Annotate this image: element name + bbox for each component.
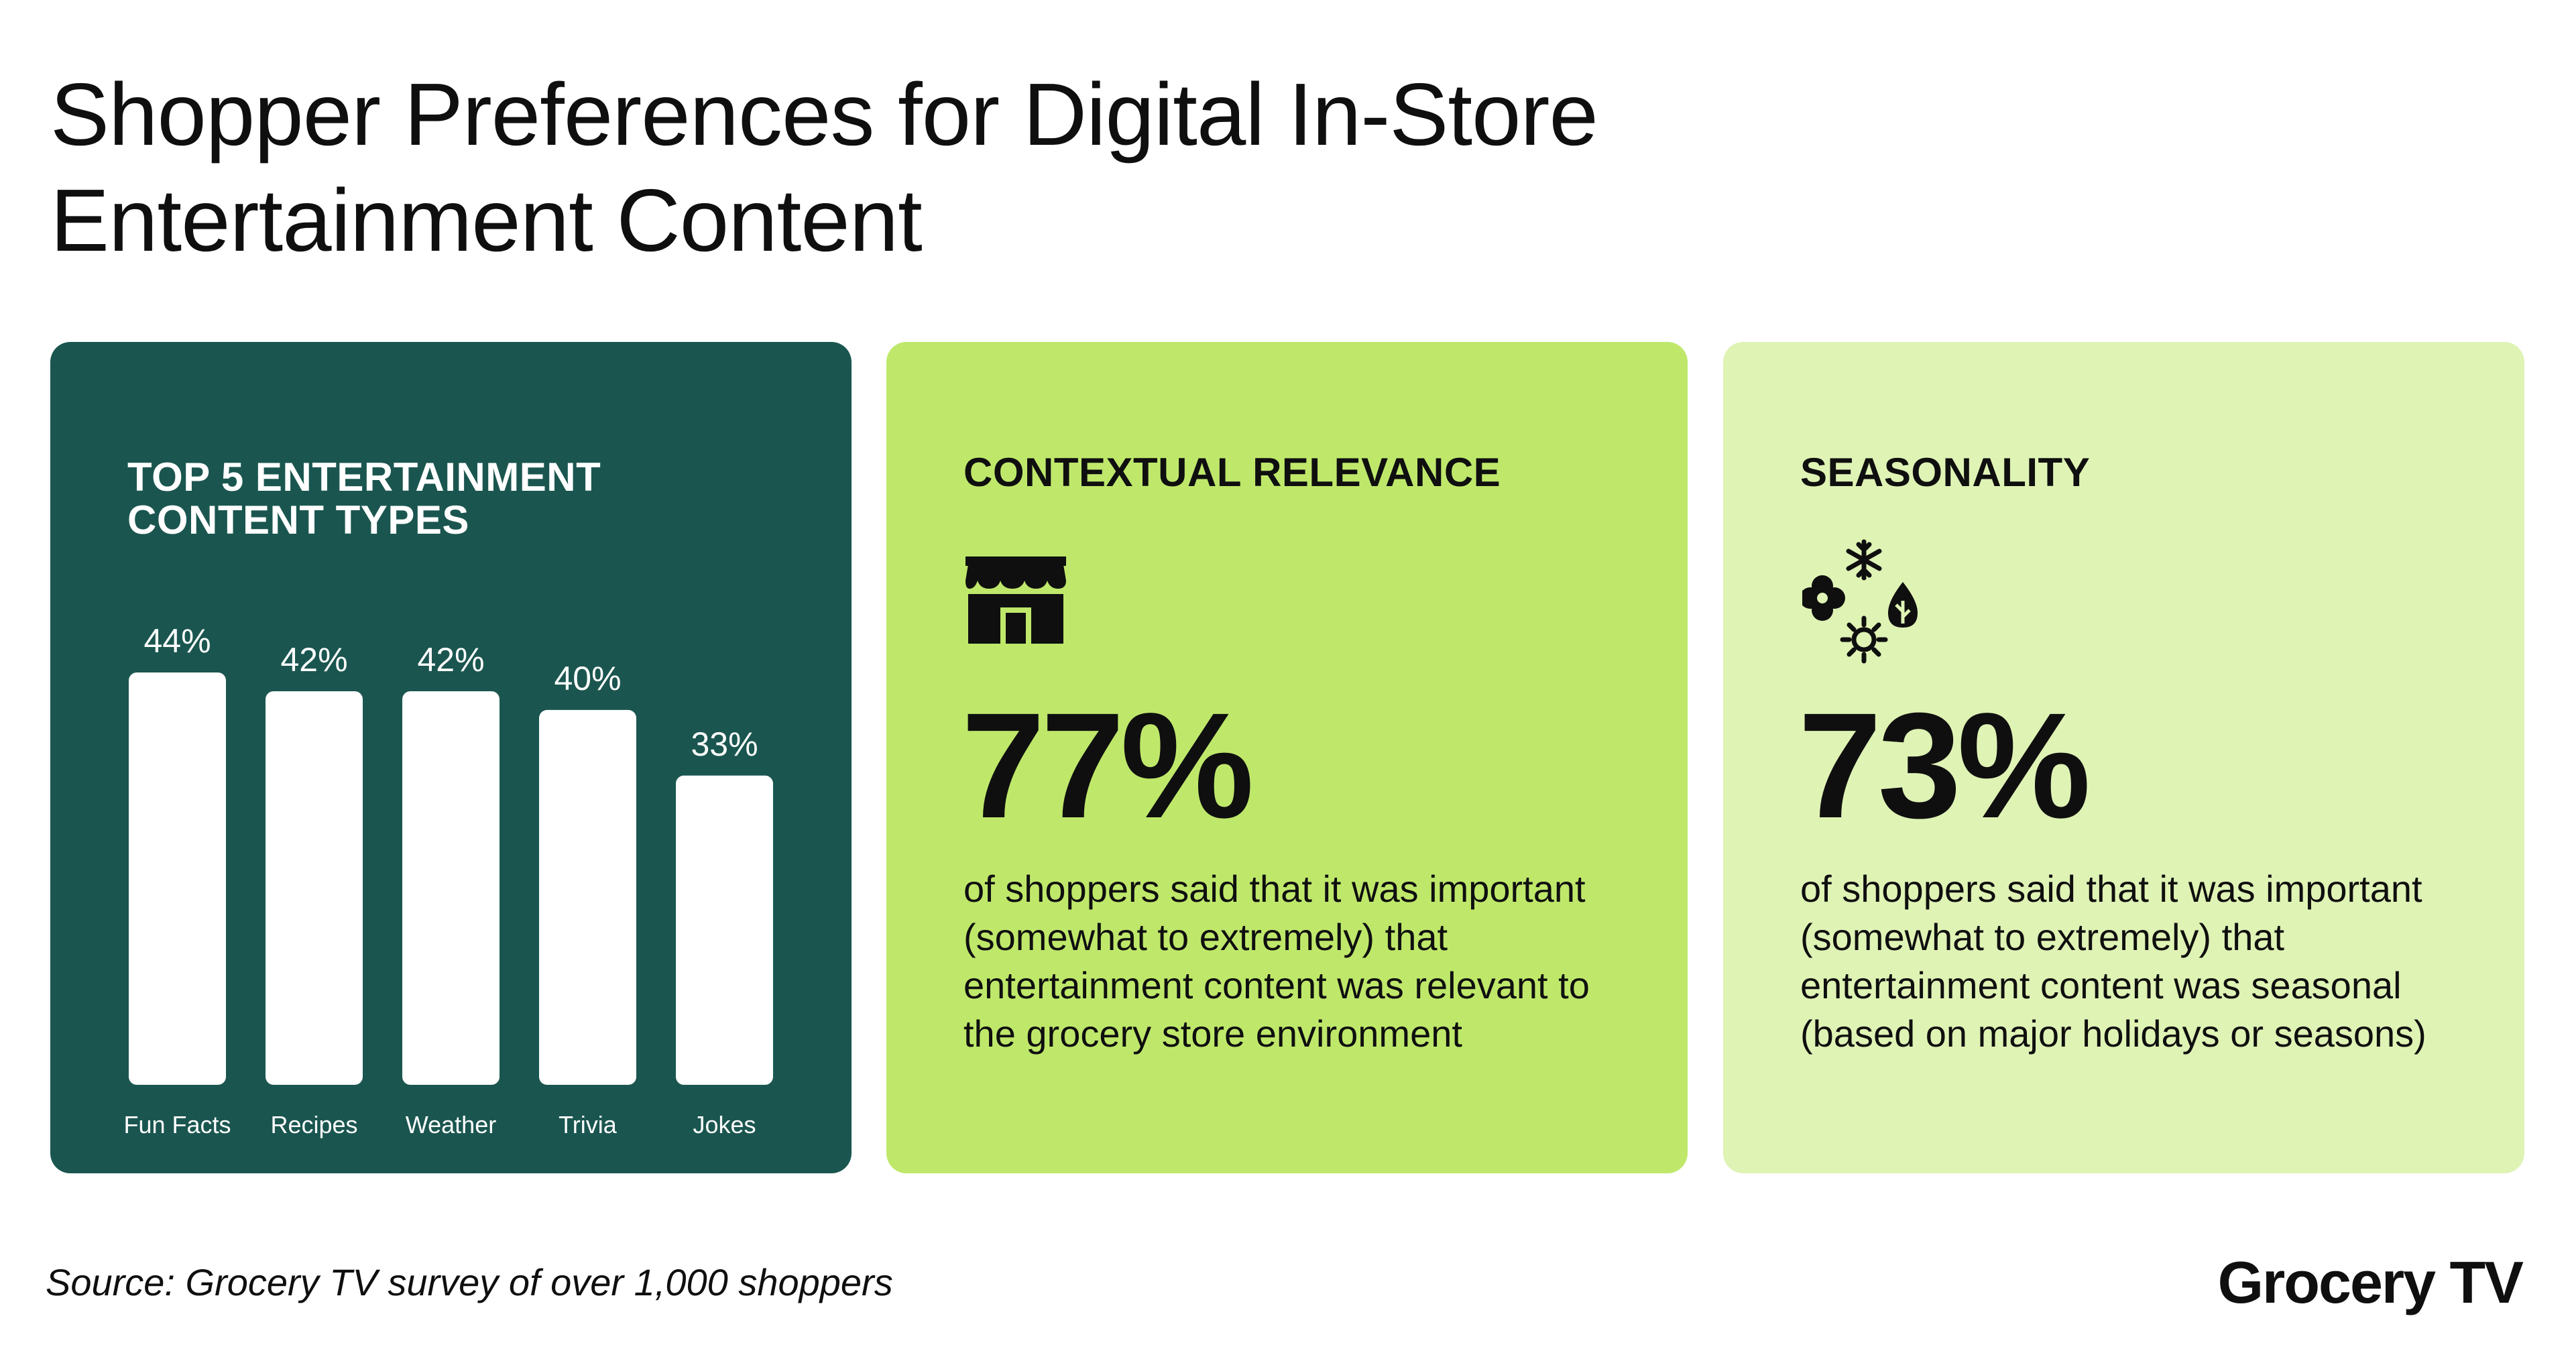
category-label: Jokes [693, 1111, 756, 1138]
seasonality-description: of shoppers said that it was important (… [1800, 868, 2426, 1055]
category-label: Fun Facts [123, 1111, 231, 1138]
seasonality-heading: SEASONALITY [1800, 450, 2091, 495]
bar-value-label: 40% [554, 660, 621, 697]
contextual-relevance-card: CONTEXTUAL RELEVANCE 77% of shoppers sai… [886, 342, 1688, 1173]
bar-trivia [539, 709, 636, 1085]
category-label: Weather [406, 1111, 496, 1138]
bar-fun-facts [129, 672, 226, 1085]
category-label: Trivia [559, 1111, 618, 1138]
contextual-relevance-stat: 77% [961, 682, 1254, 849]
brand-logo: Grocery TV [2217, 1249, 2524, 1315]
bar-jokes [676, 775, 773, 1085]
bar-value-label: 33% [691, 725, 758, 763]
storefront-icon [965, 556, 1066, 644]
contextual-relevance-description: of shoppers said that it was important (… [963, 868, 1590, 1055]
contextual-relevance-heading: CONTEXTUAL RELEVANCE [963, 450, 1501, 495]
page-title: Shopper Preferences for Digital In-Store… [50, 65, 1598, 270]
seasons-icon [1802, 539, 1918, 664]
chart-heading: TOP 5 ENTERTAINMENT CONTENT TYPES [127, 455, 601, 542]
source-note: Source: Grocery TV survey of over 1,000 … [46, 1261, 893, 1303]
bar-weather [402, 691, 500, 1085]
seasonality-stat: 73% [1798, 682, 2091, 849]
bar-chart: 44% Fun Facts 42% Recipes 42% Weather 40% Trivi… [123, 622, 773, 1138]
bar-value-label: 42% [417, 641, 484, 679]
bar-value-label: 42% [280, 641, 347, 679]
content-types-card: TOP 5 ENTERTAINMENT CONTENT TYPES 44% Fun… [50, 342, 852, 1173]
category-label: Recipes [270, 1111, 357, 1138]
seasonality-card: SEASONALITY [1723, 342, 2524, 1173]
bar-recipes [266, 691, 363, 1085]
bar-value-label: 44% [143, 622, 211, 660]
